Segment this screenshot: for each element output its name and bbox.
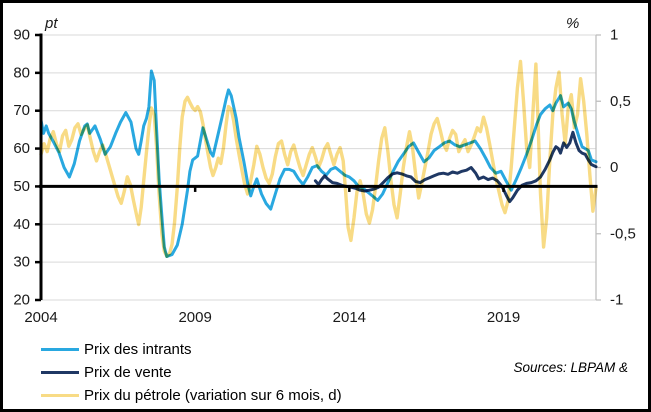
right-axis-tick-label: 0 bbox=[610, 159, 618, 176]
series-line-prix-des-intrants bbox=[39, 69, 598, 258]
series-line-prix-du-p-trole-variation-sur-6-mois-d bbox=[39, 59, 598, 259]
x-axis-tick-label: 2004 bbox=[24, 309, 57, 326]
left-axis-unit-label: pt bbox=[44, 15, 58, 32]
x-axis-tick-label: 2009 bbox=[178, 309, 211, 326]
legend-item-0: Prix des intrants bbox=[41, 340, 342, 359]
left-axis-tick-label: 90 bbox=[13, 27, 30, 44]
right-axis-tick-label: -1 bbox=[610, 292, 623, 309]
right-axis-tick-label: 1 bbox=[610, 27, 618, 44]
right-axis-tick-label: 0,5 bbox=[610, 93, 631, 110]
gridlines bbox=[41, 34, 596, 301]
legend-line-swatch bbox=[41, 393, 79, 398]
legend-label: Prix des intrants bbox=[84, 341, 192, 358]
line-chart: 90 80 70 60 50 40 30 20 1 0,5 0 -0,5 -1 2004 2009 2014 2… bbox=[13, 15, 636, 327]
left-axis bbox=[35, 33, 43, 302]
axis-tick-labels: 90 80 70 60 50 40 30 20 1 0,5 0 -0,5 -1 2004 2009 2014 2… bbox=[13, 27, 636, 327]
left-axis-tick-label: 20 bbox=[13, 292, 30, 309]
left-axis-tick-label: 80 bbox=[13, 64, 30, 81]
left-axis-tick-label: 40 bbox=[13, 216, 30, 233]
legend-line-swatch bbox=[41, 347, 79, 352]
x-axis-tick-label: 2019 bbox=[487, 309, 520, 326]
legend: Prix des intrants Prix de vente Prix du pé… bbox=[41, 340, 342, 405]
data-series bbox=[39, 59, 598, 259]
legend-line-swatch bbox=[41, 370, 79, 375]
legend-label: Prix de vente bbox=[84, 364, 172, 381]
left-axis-tick-label: 30 bbox=[13, 254, 30, 271]
x-axis-tick-label: 2014 bbox=[333, 309, 366, 326]
legend-item-2: Prix du pétrole (variation sur 6 mois, d… bbox=[41, 386, 342, 405]
source-note: Sources: LBPAM & bbox=[513, 360, 628, 375]
legend-item-1: Prix de vente bbox=[41, 363, 342, 382]
legend-label: Prix du pétrole (variation sur 6 mois, d… bbox=[84, 387, 342, 404]
series-line-prix-de-vente bbox=[313, 130, 598, 204]
left-axis-tick-label: 50 bbox=[13, 178, 30, 195]
left-axis-tick-label: 70 bbox=[13, 102, 30, 119]
right-axis-unit-label: % bbox=[566, 15, 579, 32]
left-axis-tick-label: 60 bbox=[13, 140, 30, 157]
right-axis-tick-label: -0,5 bbox=[610, 225, 636, 242]
